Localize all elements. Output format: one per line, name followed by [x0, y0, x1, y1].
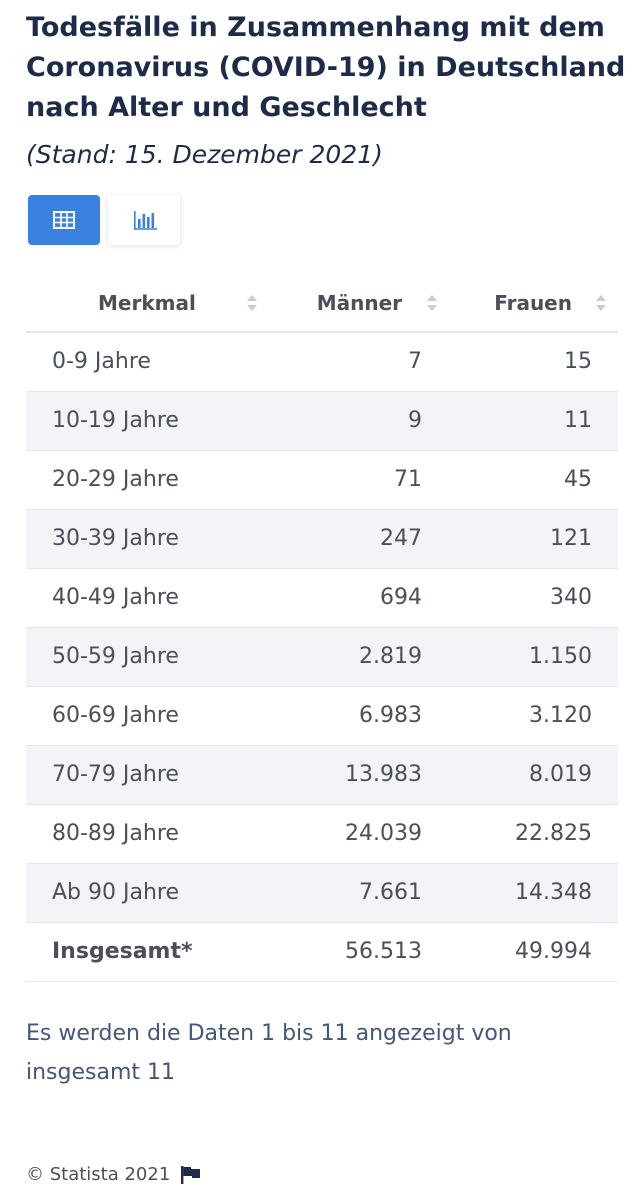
- value-maenner: 24.039: [279, 803, 448, 863]
- column-header-merkmal[interactable]: Merkmal: [26, 273, 279, 333]
- bar-chart-icon: [133, 211, 157, 230]
- value-maenner: 56.513: [279, 921, 448, 982]
- value-frauen: 14.348: [448, 862, 618, 922]
- chart-view-button[interactable]: [108, 195, 180, 245]
- value-frauen: 121: [448, 508, 618, 568]
- table-row-total: Insgesamt* 56.513 49.994: [26, 921, 618, 982]
- row-label: Insgesamt*: [26, 921, 279, 982]
- row-label: 40-49 Jahre: [26, 567, 279, 627]
- row-label: 80-89 Jahre: [26, 803, 279, 863]
- row-label: 20-29 Jahre: [26, 449, 279, 509]
- pagination-info: Es werden die Daten 1 bis 11 angezeigt v…: [26, 1021, 512, 1085]
- table-row: 20-29 Jahre 71 45: [26, 449, 618, 509]
- value-frauen: 3.120: [448, 685, 618, 745]
- value-frauen: 1.150: [448, 626, 618, 686]
- value-maenner: 7: [279, 331, 448, 391]
- column-header-label: Männer: [316, 291, 402, 315]
- value-frauen: 45: [448, 449, 618, 509]
- table-row: 50-59 Jahre 2.819 1.150: [26, 626, 618, 686]
- column-header-maenner[interactable]: Männer: [279, 273, 448, 333]
- table-row: 10-19 Jahre 9 11: [26, 390, 618, 450]
- row-label: 30-39 Jahre: [26, 508, 279, 568]
- value-maenner: 9: [279, 390, 448, 450]
- value-frauen: 15: [448, 331, 618, 391]
- table-view-button[interactable]: [28, 195, 100, 245]
- sort-icon: [427, 295, 437, 311]
- row-label: Ab 90 Jahre: [26, 862, 279, 922]
- table-row: 0-9 Jahre 7 15: [26, 331, 618, 391]
- flag-icon[interactable]: [180, 1165, 202, 1185]
- sort-icon: [247, 295, 257, 311]
- table-row: 40-49 Jahre 694 340: [26, 567, 618, 627]
- statista-credit[interactable]: © Statista 2021: [26, 1164, 171, 1185]
- value-frauen: 340: [448, 567, 618, 627]
- value-maenner: 694: [279, 567, 448, 627]
- table-row: 60-69 Jahre 6.983 3.120: [26, 685, 618, 745]
- table-row: 30-39 Jahre 247 121: [26, 508, 618, 568]
- chart-subtitle: (Stand: 15. Dezember 2021): [26, 140, 383, 169]
- table-row: 70-79 Jahre 13.983 8.019: [26, 744, 618, 804]
- value-frauen: 22.825: [448, 803, 618, 863]
- row-label: 50-59 Jahre: [26, 626, 279, 686]
- column-header-label: Merkmal: [98, 291, 196, 315]
- table-row: Ab 90 Jahre 7.661 14.348: [26, 862, 618, 922]
- value-maenner: 13.983: [279, 744, 448, 804]
- value-frauen: 11: [448, 390, 618, 450]
- value-maenner: 7.661: [279, 862, 448, 922]
- value-maenner: 247: [279, 508, 448, 568]
- row-label: 0-9 Jahre: [26, 331, 279, 391]
- value-maenner: 71: [279, 449, 448, 509]
- data-table: Merkmal Männer Frauen 0-9 Jahre 7: [26, 273, 618, 982]
- value-maenner: 2.819: [279, 626, 448, 686]
- value-frauen: 49.994: [448, 921, 618, 982]
- row-label: 60-69 Jahre: [26, 685, 279, 745]
- column-header-frauen[interactable]: Frauen: [448, 273, 618, 333]
- table-icon: [53, 211, 75, 229]
- column-header-label: Frauen: [494, 291, 572, 315]
- chart-title: Todesfälle in Zusammenhang mit dem Coron…: [26, 12, 626, 123]
- sort-icon: [596, 295, 606, 311]
- value-frauen: 8.019: [448, 744, 618, 804]
- row-label: 70-79 Jahre: [26, 744, 279, 804]
- table-header-row: Merkmal Männer Frauen: [26, 273, 618, 333]
- table-row: 80-89 Jahre 24.039 22.825: [26, 803, 618, 863]
- row-label: 10-19 Jahre: [26, 390, 279, 450]
- value-maenner: 6.983: [279, 685, 448, 745]
